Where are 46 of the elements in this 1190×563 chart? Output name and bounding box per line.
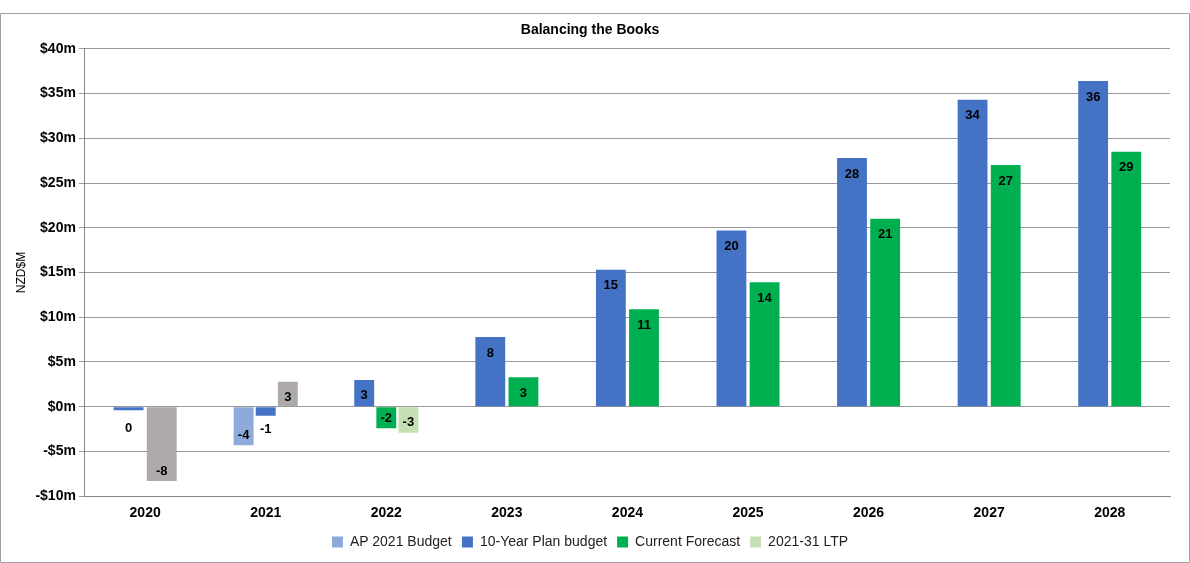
data-label: 11 <box>637 316 651 332</box>
y-tick-label: $0m <box>47 397 76 414</box>
y-tick-label: $25m <box>40 173 76 190</box>
x-tick-label: 2027 <box>973 504 1005 521</box>
data-label: -2 <box>380 409 393 425</box>
data-label: -1 <box>259 421 272 437</box>
data-label: 14 <box>757 289 773 305</box>
data-label: -4 <box>237 426 251 442</box>
data-label: 36 <box>1085 88 1101 104</box>
x-tick-label: 2025 <box>732 504 764 521</box>
y-tick-label: $5m <box>47 352 76 369</box>
x-tick-label: 2028 <box>1094 504 1126 521</box>
y-tick-label: $30m <box>40 129 76 146</box>
chart-title: Balancing the Books <box>520 21 660 38</box>
x-tick-label: 2021 <box>250 504 282 521</box>
legend-label: 10-Year Plan budget <box>479 532 608 549</box>
legend-label: Current Forecast <box>635 532 741 549</box>
x-tick-label: 2020 <box>129 504 161 521</box>
y-tick-label: $20m <box>40 218 76 235</box>
y-tick-label: $40m <box>40 39 76 56</box>
data-label: 29 <box>1119 159 1134 175</box>
data-label: 8 <box>486 344 494 360</box>
legend-label: 2021-31 LTP <box>768 532 849 549</box>
y-tick-label: -$5m <box>43 442 76 459</box>
data-label: 34 <box>965 107 981 123</box>
data-label: 0 <box>124 419 133 435</box>
data-label: 28 <box>844 165 860 181</box>
y-tick-label: $15m <box>40 263 76 280</box>
data-label: 3 <box>519 384 528 400</box>
legend-label: AP 2021 Budget <box>349 532 452 549</box>
x-tick-label: 2024 <box>611 504 644 521</box>
data-label: 20 <box>724 238 739 254</box>
x-tick-label: 2023 <box>491 504 523 521</box>
data-label: 3 <box>284 389 292 405</box>
y-tick-label: $10m <box>40 308 76 325</box>
y-tick-label: -$10m <box>35 487 76 504</box>
y-tick-label: $35m <box>40 84 76 101</box>
y-axis-title: NZD$M <box>13 251 28 294</box>
data-label: 27 <box>998 172 1013 188</box>
data-label: 3 <box>360 387 368 403</box>
x-tick-label: 2026 <box>853 504 885 521</box>
data-label: -8 <box>155 462 168 478</box>
data-label: 15 <box>603 277 619 293</box>
x-tick-label: 2022 <box>370 504 403 521</box>
data-label: -3 <box>402 414 415 430</box>
data-label: 21 <box>877 226 893 242</box>
